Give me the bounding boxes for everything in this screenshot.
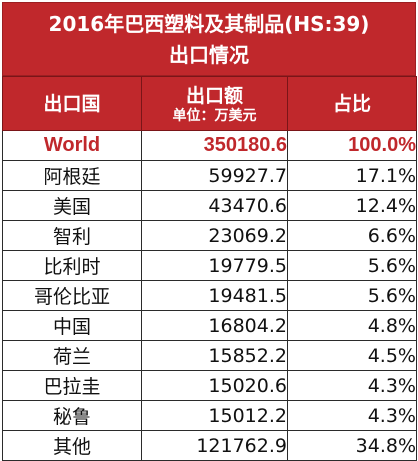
table-row: 荷兰 15852.2 4.5% [2,340,417,371]
row-country: 智利 [2,220,142,251]
row-share: 4.5% [287,340,417,371]
title-line-2: 出口情况 [169,43,249,67]
row-value: 59927.7 [141,160,288,191]
row-country: 巴拉圭 [2,370,142,401]
row-country: 阿根廷 [2,160,142,191]
header-row: 出口国 出口额 单位：万美元 占比 [2,76,417,131]
table-row: 哥伦比亚 19481.5 5.6% [2,280,417,311]
row-share: 12.4% [287,190,417,221]
title-line-1: 2016年巴西塑料及其制品(HS:39) [48,12,370,36]
table-row: 秘鲁 15012.2 4.3% [2,400,417,431]
row-share: 17.1% [287,160,417,191]
row-share: 5.6% [287,280,417,311]
row-country: World [2,130,142,161]
row-share: 4.3% [287,370,417,401]
table-row: 中国 16804.2 4.8% [2,310,417,341]
row-country: 中国 [2,310,142,341]
table-row: 比利时 19779.5 5.6% [2,250,417,281]
header-share: 占比 [287,76,417,131]
table-row: 智利 23069.2 6.6% [2,220,417,251]
row-share: 34.8% [287,430,417,461]
row-value: 15012.2 [141,400,288,431]
row-country: 美国 [2,190,142,221]
table-row-world: World 350180.6 100.0% [2,130,417,161]
row-value: 121762.9 [141,430,288,461]
row-country: 其他 [2,430,142,461]
header-country-label: 出口国 [43,92,101,115]
header-amount-label: 出口额 [185,84,243,107]
header-amount: 出口额 单位：万美元 [141,76,288,131]
row-country: 荷兰 [2,340,142,371]
row-share: 5.6% [287,250,417,281]
row-value: 23069.2 [141,220,288,251]
row-country: 哥伦比亚 [2,280,142,311]
row-country: 比利时 [2,250,142,281]
row-share: 4.3% [287,400,417,431]
row-share: 100.0% [287,130,417,161]
row-share: 6.6% [287,220,417,251]
table-row: 美国 43470.6 12.4% [2,190,417,221]
header-share-label: 占比 [332,92,371,115]
row-value: 19779.5 [141,250,288,281]
header-amount-unit: 单位：万美元 [172,107,257,124]
row-value: 350180.6 [141,130,288,161]
export-table: 出口国 出口额 单位：万美元 占比 World 350180.6 100.0% … [2,76,417,461]
row-value: 19481.5 [141,280,288,311]
table-row: 巴拉圭 15020.6 4.3% [2,370,417,401]
row-share: 4.8% [287,310,417,341]
table-row: 阿根廷 59927.7 17.1% [2,160,417,191]
row-value: 16804.2 [141,310,288,341]
table-title: 2016年巴西塑料及其制品(HS:39) 出口情况 [2,2,416,76]
row-value: 15852.2 [141,340,288,371]
table-row: 其他 121762.9 34.8% [2,430,417,461]
row-value: 43470.6 [141,190,288,221]
row-value: 15020.6 [141,370,288,401]
header-country: 出口国 [2,76,142,131]
row-country: 秘鲁 [2,400,142,431]
